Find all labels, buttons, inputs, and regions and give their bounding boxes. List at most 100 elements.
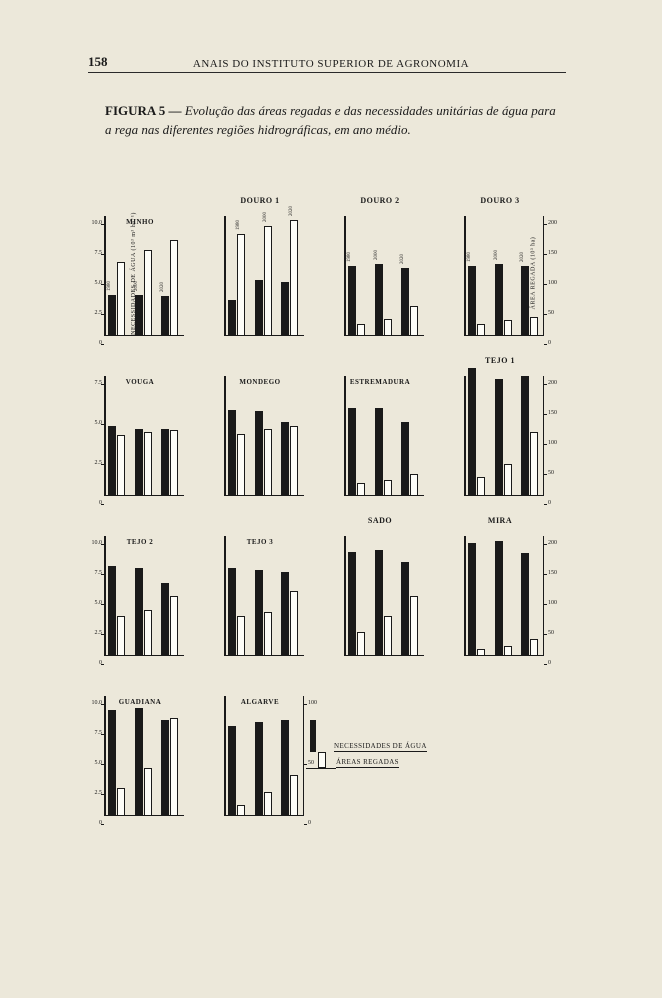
bar-white: [384, 616, 392, 656]
bar-black: [255, 411, 263, 496]
bar-white: [144, 250, 152, 336]
chart-title-top: DOURO 2: [320, 196, 440, 205]
y-tick-mark-right: [544, 574, 547, 575]
bars-area: [344, 370, 424, 496]
bar-black: [281, 282, 289, 336]
y-tick-label: 7.5: [82, 380, 104, 386]
bar-black: [228, 300, 236, 336]
chart-cell: SADO: [320, 520, 440, 680]
chart-cell: TEJO 3: [200, 520, 320, 680]
y-tick-mark-right: [544, 314, 547, 315]
bar-white: [290, 591, 298, 656]
y-tick-label: 2.5: [82, 630, 104, 636]
year-label: 2020: [289, 206, 294, 216]
y-tick-mark-right: [304, 824, 307, 825]
y-tick-label: 0: [82, 660, 104, 666]
bar-white: [477, 649, 485, 656]
y-tick-mark-right: [544, 604, 547, 605]
bar-white: [290, 220, 298, 336]
bar-white: [357, 324, 365, 336]
bar-black: [521, 266, 529, 336]
bar-black: [401, 268, 409, 336]
bar-white: [504, 646, 512, 656]
bars-area: [224, 370, 304, 496]
legend-label-necessidades: NECESSIDADES DE ÁGUA: [334, 742, 427, 752]
bar-white: [117, 262, 125, 336]
y-tick-mark-right: [544, 444, 547, 445]
y-tick-mark-right: [304, 764, 307, 765]
y-tick-mark-right: [544, 384, 547, 385]
year-label: 1980: [236, 220, 241, 230]
bar-black: [348, 408, 356, 496]
bar-black: [135, 429, 143, 496]
bar-white: [357, 483, 365, 496]
bars-area: 198020002020: [104, 210, 184, 336]
header-rule: [88, 72, 566, 73]
chart-row: TEJO 202.55.07.510.0TEJO 3SADOMIRA050100…: [80, 520, 580, 680]
figure-caption: FIGURA 5 — Evolução das áreas regadas e …: [105, 102, 565, 140]
legend-swatch-white: [318, 752, 326, 768]
bar-white: [504, 464, 512, 496]
bars-area: [464, 530, 544, 656]
bar-black: [161, 583, 169, 656]
y-tick-mark-right: [544, 284, 547, 285]
bar-white: [237, 234, 245, 336]
bar-black: [521, 553, 529, 656]
year-label: 2020: [520, 252, 525, 262]
bar-white: [264, 612, 272, 656]
bar-black: [255, 280, 263, 336]
y-tick-label-right: 100: [546, 280, 568, 286]
bars-area: [104, 530, 184, 656]
header-text: ANAIS DO INSTITUTO SUPERIOR DE AGRONOMIA: [193, 58, 469, 70]
y-tick-label-right: 150: [546, 250, 568, 256]
y-tick-mark-right: [544, 254, 547, 255]
y-tick-label-right: 150: [546, 570, 568, 576]
y-tick-label-right: 100: [306, 700, 328, 706]
y-tick-label: 7.5: [82, 730, 104, 736]
y-tick-label-right: 200: [546, 540, 568, 546]
y-tick-label: 5.0: [82, 280, 104, 286]
y-tick-label: 2.5: [82, 460, 104, 466]
bar-black: [375, 264, 383, 336]
year-label: 2000: [263, 212, 268, 222]
bar-black: [255, 570, 263, 656]
bar-white: [264, 429, 272, 496]
bar-black: [135, 568, 143, 656]
bars-area: [224, 690, 304, 816]
y-tick-label: 10.0: [82, 540, 104, 546]
bars-area: 198020002020: [224, 210, 304, 336]
chart-cell: ALGARVE050100: [200, 680, 320, 840]
bars-area: 198020002020: [344, 210, 424, 336]
bar-black: [375, 408, 383, 496]
y-tick-label: 2.5: [82, 310, 104, 316]
bar-white: [170, 240, 178, 336]
year-label: 2000: [134, 281, 139, 291]
bar-white: [170, 596, 178, 656]
legend: NECESSIDADES DE ÁGUA ÁREAS REGADAS: [310, 730, 490, 768]
bar-white: [264, 226, 272, 336]
bar-white: [477, 477, 485, 496]
y-tick-mark-right: [544, 634, 547, 635]
chart-title-top: SADO: [320, 516, 440, 525]
year-label: 2000: [494, 250, 499, 260]
bar-white: [144, 432, 152, 496]
bar-black: [255, 722, 263, 816]
y-tick-mark-right: [544, 664, 547, 665]
year-label: 2020: [160, 282, 165, 292]
y-tick-mark-right: [304, 704, 307, 705]
y-tick-label-right: 0: [306, 820, 328, 826]
chart-row: VOUGA02.55.07.5MONDEGOESTREMADURATEJO 10…: [80, 360, 580, 520]
bar-black: [161, 296, 169, 336]
bar-black: [161, 429, 169, 496]
year-label: 1980: [467, 252, 472, 262]
y-tick-label-right: 0: [546, 660, 568, 666]
chart-title-top: MIRA: [440, 516, 560, 525]
bar-black: [281, 422, 289, 496]
bar-black: [108, 426, 116, 496]
bar-black: [495, 541, 503, 656]
bar-white: [237, 434, 245, 496]
chart-cell: TEJO 202.55.07.510.0: [80, 520, 200, 680]
bar-white: [384, 480, 392, 496]
bar-black: [228, 726, 236, 816]
bar-black: [135, 708, 143, 816]
